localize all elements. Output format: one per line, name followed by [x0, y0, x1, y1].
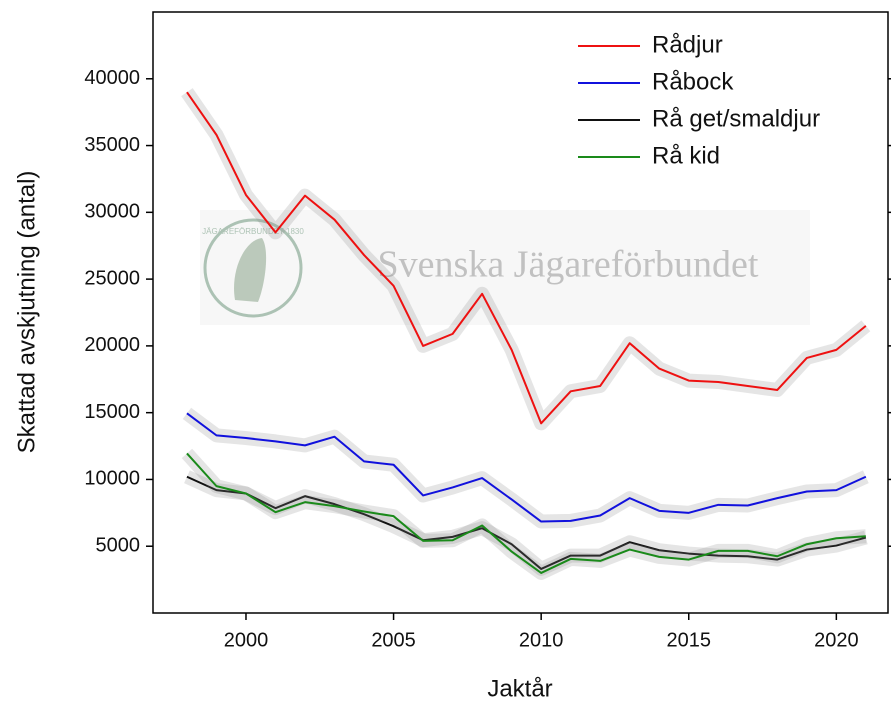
y-tick-label: 15000 [84, 401, 140, 423]
series-line [186, 412, 867, 523]
x-tick-label: 2020 [814, 629, 859, 651]
watermark-bg [200, 210, 810, 325]
logo-circle [203, 218, 303, 318]
watermark: Svenska Jägareförbundet [378, 244, 759, 286]
y-tick-label: 10000 [84, 468, 140, 490]
x-axis-label: Jaktår [487, 675, 552, 702]
legend-label: Rådjur [652, 31, 723, 58]
y-tick-label: 30000 [84, 201, 140, 223]
plot-frame [152, 11, 889, 614]
logo-text: JÄGAREFÖRBUNDET 1830 [202, 227, 304, 236]
x-tick-label: 2000 [224, 629, 269, 651]
y-tick-label: 20000 [84, 334, 140, 356]
legend-label: Rå get/smaldjur [652, 105, 820, 132]
legend-label: Rå kid [652, 142, 720, 169]
y-tick-label: 35000 [84, 134, 140, 156]
x-tick-label: 2015 [667, 629, 712, 651]
legend-label: Råbock [652, 68, 734, 95]
y-tick-label: 40000 [84, 67, 140, 89]
series-line [186, 452, 866, 574]
series-line [186, 91, 867, 425]
y-axis-label: Skattad avskjutning (antal) [13, 171, 40, 454]
logo-bird [234, 238, 267, 302]
x-tick-label: 2010 [519, 629, 564, 651]
y-tick-label: 5000 [96, 535, 141, 557]
watermark-group: JÄGAREFÖRBUNDET 1830 Svenska Jägareförbu… [200, 210, 810, 325]
series-line [186, 475, 867, 570]
x-tick-label: 2005 [371, 629, 416, 651]
y-tick-label: 25000 [84, 267, 140, 289]
